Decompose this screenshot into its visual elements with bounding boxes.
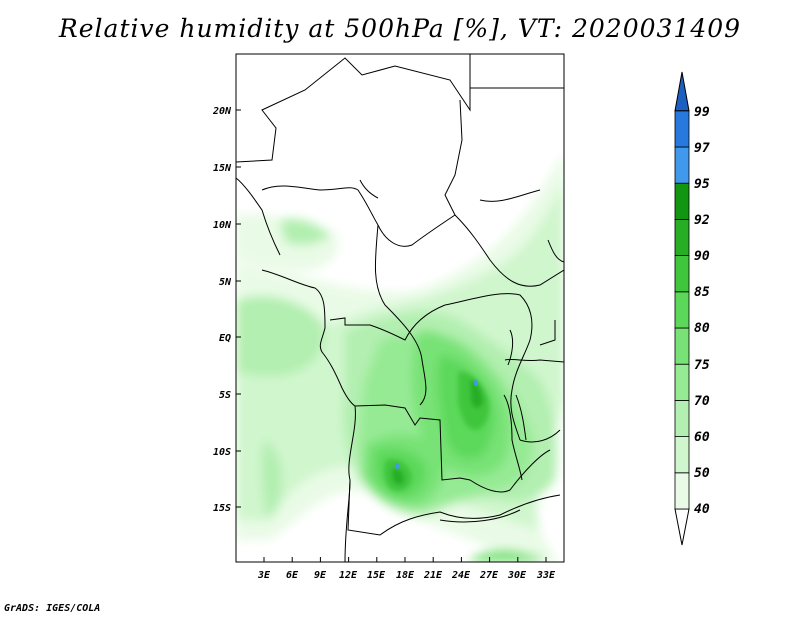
lat-label-15s: 15S: [213, 503, 231, 514]
lon-label-27e: 27E: [479, 570, 499, 581]
colorbar-box: [674, 327, 690, 365]
lon-label-9e: 9E: [314, 570, 327, 581]
colorbar-label-90: 90: [694, 249, 710, 264]
colorbar-label-99: 99: [694, 105, 710, 120]
colorbar-box: [674, 146, 690, 184]
lon-label-3e: 3E: [257, 570, 271, 581]
colorbar-label-75: 75: [694, 358, 710, 373]
colorbar-label-92: 92: [694, 213, 710, 228]
lon-label-30e: 30E: [507, 570, 527, 581]
colorbar-box: [674, 255, 690, 293]
colorbar-box: [674, 218, 690, 256]
colorbar-label-85: 85: [694, 285, 710, 300]
lat-label-20n: 20N: [212, 106, 232, 117]
lon-label-21e: 21E: [423, 570, 443, 581]
colorbar: 40 50 60 70 75 80 85 90 92 95 97 99: [674, 71, 710, 546]
latitude-axis: 20N 15N 10N 5N EQ 5S 10S 15S: [212, 106, 232, 514]
chart-title: Relative humidity at 500hPa [%], VT: 202…: [58, 14, 742, 43]
colorbar-box: [674, 399, 690, 437]
lon-label-18e: 18E: [396, 570, 415, 581]
colorbar-label-70: 70: [694, 394, 710, 409]
lon-label-12e: 12E: [339, 570, 358, 581]
lat-label-5n: 5N: [219, 277, 232, 288]
borders: [236, 54, 564, 562]
colorbar-above-triangle: [674, 71, 690, 112]
colorbar-box: [674, 472, 690, 510]
map-frame: [235, 53, 565, 563]
colorbar-box: [674, 182, 690, 220]
longitude-axis: 3E 6E 9E 12E 15E 18E 21E 24E 27E 30E 33E: [257, 570, 556, 581]
colorbar-label-50: 50: [694, 466, 710, 481]
lat-label-10n: 10N: [213, 220, 232, 231]
colorbar-box: [674, 363, 690, 401]
lat-label-5s: 5S: [219, 390, 231, 401]
lon-label-24e: 24E: [451, 570, 471, 581]
colorbar-label-80: 80: [694, 321, 710, 336]
colorbar-box: [674, 110, 690, 148]
lon-label-6e: 6E: [286, 570, 299, 581]
lat-label-10s: 10S: [213, 447, 231, 458]
axis-ticks: [236, 109, 547, 562]
colorbar-label-95: 95: [694, 177, 710, 192]
lon-label-33e: 33E: [536, 570, 556, 581]
lat-label-eq: EQ: [219, 333, 231, 344]
colorbar-below-triangle: [674, 508, 690, 546]
colorbar-box: [674, 291, 690, 329]
humidity-field: [236, 150, 564, 562]
colorbar-box: [674, 436, 690, 474]
lon-label-15e: 15E: [367, 570, 386, 581]
footer-credit: GrADS: IGES/COLA: [4, 603, 101, 614]
lat-label-15n: 15N: [213, 163, 232, 174]
colorbar-label-97: 97: [694, 141, 710, 156]
colorbar-label-40: 40: [694, 502, 710, 517]
colorbar-label-60: 60: [694, 430, 710, 445]
